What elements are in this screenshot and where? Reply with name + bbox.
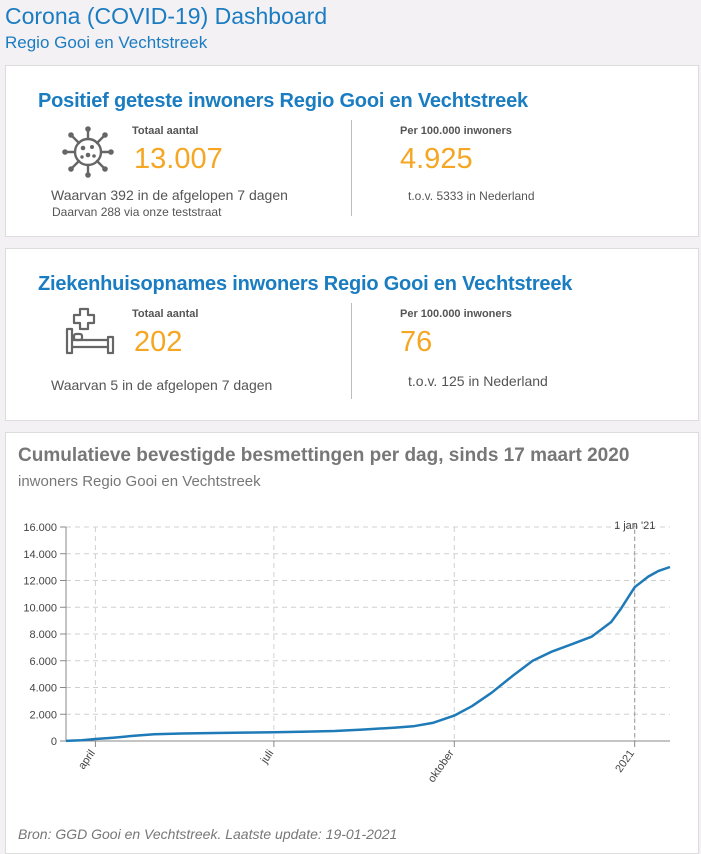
y-tick-label: 12.000 xyxy=(23,576,57,588)
y-tick-label: 4.000 xyxy=(29,683,57,695)
y-tick-label: 2.000 xyxy=(29,709,57,721)
dashboard-title: Corona (COVID-19) Dashboard xyxy=(5,3,328,29)
series-line xyxy=(65,565,671,743)
y-tick-label: 8.000 xyxy=(29,629,57,641)
positive-per100k-value: 4.925 xyxy=(400,143,473,175)
annotation-label: 1 jan '21 xyxy=(614,520,655,532)
y-tick-label: 0 xyxy=(51,736,57,748)
hospital-card: Ziekenhuisopnames inwoners Regio Gooi en… xyxy=(5,248,699,421)
x-tick-label: oktober xyxy=(426,748,457,785)
chart-title: Cumulatieve bevestigde besmettingen per … xyxy=(18,445,630,466)
y-tick-label: 6.000 xyxy=(29,656,57,668)
x-tick-label: 2021 xyxy=(613,748,637,775)
y-tick-label: 16.000 xyxy=(23,522,57,534)
dashboard-subtitle: Regio Gooi en Vechtstreek xyxy=(5,33,208,52)
chart-source: Bron: GGD Gooi en Vechtstreek. Laatste u… xyxy=(18,826,398,842)
positive-per100k-note: t.o.v. 5333 in Nederland xyxy=(408,189,535,203)
positive-tests-title: Positief geteste inwoners Regio Gooi en … xyxy=(38,90,528,112)
hospital-per100k-note: t.o.v. 125 in Nederland xyxy=(408,373,548,389)
hospital-total-note: Waarvan 5 in de afgelopen 7 dagen xyxy=(51,377,273,393)
hospital-bed-icon xyxy=(65,307,115,355)
positive-total-label: Totaal aantal xyxy=(132,125,199,137)
hospital-total-label: Totaal aantal xyxy=(132,308,199,320)
x-tick-label: juli xyxy=(258,748,276,767)
card-divider xyxy=(351,303,352,399)
y-tick-label: 10.000 xyxy=(23,602,57,614)
x-tick-label: april xyxy=(76,748,98,772)
cumulative-line-chart: 0 2.000 4.000 6.000 8.000 10.000 12.000 14.000 1… xyxy=(23,520,671,785)
y-tick-label: 14.000 xyxy=(23,549,57,561)
positive-total-value: 13.007 xyxy=(134,143,223,175)
hospital-total-value: 202 xyxy=(134,326,183,358)
positive-teststraat-note: Daarvan 288 via onze teststraat xyxy=(52,205,222,219)
hospital-title: Ziekenhuisopnames inwoners Regio Gooi en… xyxy=(38,273,573,295)
card-divider xyxy=(351,120,352,216)
hospital-per100k-value: 76 xyxy=(400,326,433,358)
positive-total-note: Waarvan 392 in de afgelopen 7 dagen xyxy=(51,187,288,203)
chart-card: Cumulatieve bevestigde besmettingen per … xyxy=(5,432,699,854)
positive-per100k-label: Per 100.000 inwoners xyxy=(400,125,512,137)
hospital-per100k-label: Per 100.000 inwoners xyxy=(400,308,512,320)
chart-subtitle: inwoners Regio Gooi en Vechtstreek xyxy=(18,473,261,490)
positive-tests-card: Positief geteste inwoners Regio Gooi en … xyxy=(5,65,699,237)
virus-icon xyxy=(62,126,114,178)
